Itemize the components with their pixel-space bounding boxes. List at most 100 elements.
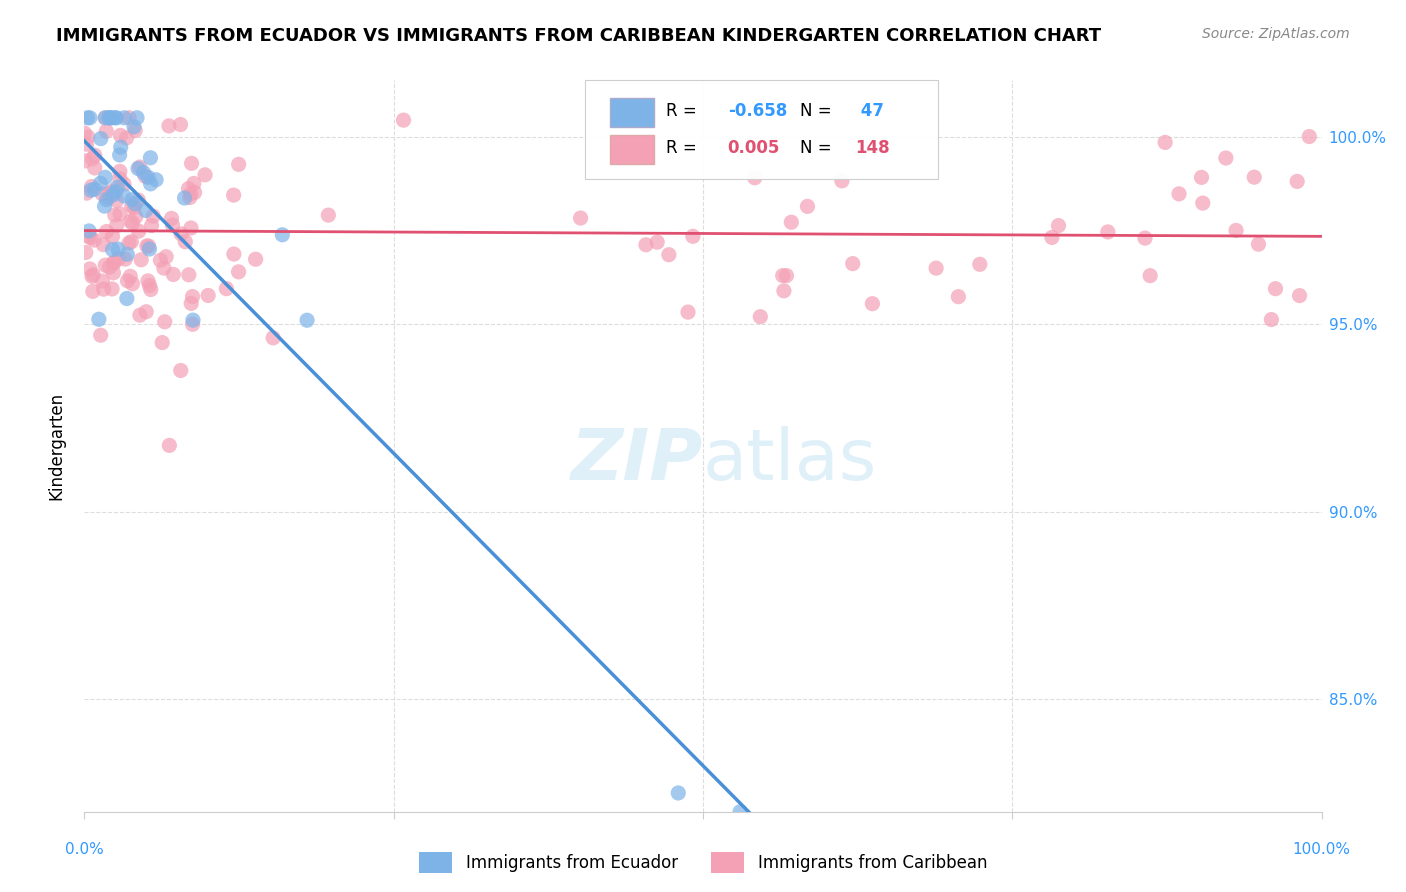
Point <box>112 189 135 203</box>
Point <box>79 231 101 245</box>
Point <box>77 130 100 145</box>
Point <box>103 256 125 270</box>
Point <box>122 201 145 215</box>
Point <box>392 113 415 128</box>
Point <box>177 268 200 282</box>
Point <box>183 177 205 191</box>
Point <box>676 305 699 319</box>
Point <box>120 235 142 249</box>
Point <box>125 210 148 224</box>
Point <box>772 268 794 283</box>
Point <box>1168 186 1191 201</box>
Point <box>98 186 121 201</box>
Point <box>77 224 100 238</box>
Point <box>160 211 183 226</box>
Point <box>100 111 122 125</box>
Point <box>93 199 115 213</box>
Point <box>112 177 135 191</box>
Point <box>89 177 111 191</box>
Point <box>107 180 129 194</box>
Point <box>194 168 217 182</box>
Point <box>796 199 818 213</box>
Point <box>105 219 128 233</box>
Point <box>120 269 142 284</box>
Point <box>177 182 200 196</box>
Point <box>1191 196 1213 211</box>
Point <box>780 215 803 229</box>
Point <box>222 188 245 202</box>
Point <box>138 239 160 253</box>
Point <box>115 131 138 145</box>
Point <box>128 308 150 322</box>
Point <box>121 199 143 213</box>
Point <box>181 318 204 332</box>
Point <box>120 214 142 228</box>
Point <box>93 282 115 296</box>
Point <box>969 257 991 271</box>
Text: Source: ZipAtlas.com: Source: ZipAtlas.com <box>1202 27 1350 41</box>
Point <box>82 285 104 299</box>
Point <box>141 219 163 233</box>
Point <box>98 111 121 125</box>
Point <box>1191 170 1213 185</box>
Point <box>103 266 125 280</box>
Text: 0.005: 0.005 <box>728 139 780 157</box>
Point <box>135 203 157 218</box>
Point <box>101 229 124 244</box>
Point <box>73 126 96 140</box>
Point <box>90 131 112 145</box>
Text: ZIP: ZIP <box>571 426 703 495</box>
Point <box>1139 268 1161 283</box>
Point <box>197 288 219 302</box>
Point <box>1298 129 1320 144</box>
Point <box>76 111 98 125</box>
Point <box>76 137 98 152</box>
Point <box>114 252 136 266</box>
Point <box>1286 174 1309 188</box>
Point <box>170 363 193 377</box>
Point <box>1133 231 1156 245</box>
Point <box>682 229 704 244</box>
Point <box>135 239 157 253</box>
Point <box>153 261 176 276</box>
Point <box>1225 223 1247 237</box>
Point <box>1288 288 1310 302</box>
Point <box>180 186 202 201</box>
Point <box>318 208 340 222</box>
Point <box>107 242 129 256</box>
Point <box>118 111 141 125</box>
Point <box>96 225 118 239</box>
Point <box>169 118 191 132</box>
Point <box>108 164 131 178</box>
FancyBboxPatch shape <box>610 135 654 164</box>
Point <box>121 193 143 207</box>
Point <box>108 207 131 221</box>
Point <box>80 183 103 197</box>
Text: R =: R = <box>666 139 702 157</box>
Point <box>271 227 294 242</box>
Legend: Immigrants from Ecuador, Immigrants from Caribbean: Immigrants from Ecuador, Immigrants from… <box>412 846 994 880</box>
Point <box>181 290 204 304</box>
Point <box>110 140 132 154</box>
Point <box>121 216 143 230</box>
Point <box>112 111 135 125</box>
Point <box>142 209 165 223</box>
Point <box>82 152 104 166</box>
Point <box>75 245 97 260</box>
Point <box>125 111 148 125</box>
Point <box>117 247 139 261</box>
Point <box>83 148 105 162</box>
Point <box>94 111 117 125</box>
Point <box>83 161 105 175</box>
Point <box>155 250 177 264</box>
Point <box>128 224 150 238</box>
Text: N =: N = <box>800 139 831 157</box>
Point <box>1215 151 1237 165</box>
Point <box>128 160 150 174</box>
Point <box>91 186 114 201</box>
Point <box>101 184 124 198</box>
Point <box>174 235 197 249</box>
Point <box>104 111 127 125</box>
Point <box>97 190 120 204</box>
Point <box>101 188 124 202</box>
